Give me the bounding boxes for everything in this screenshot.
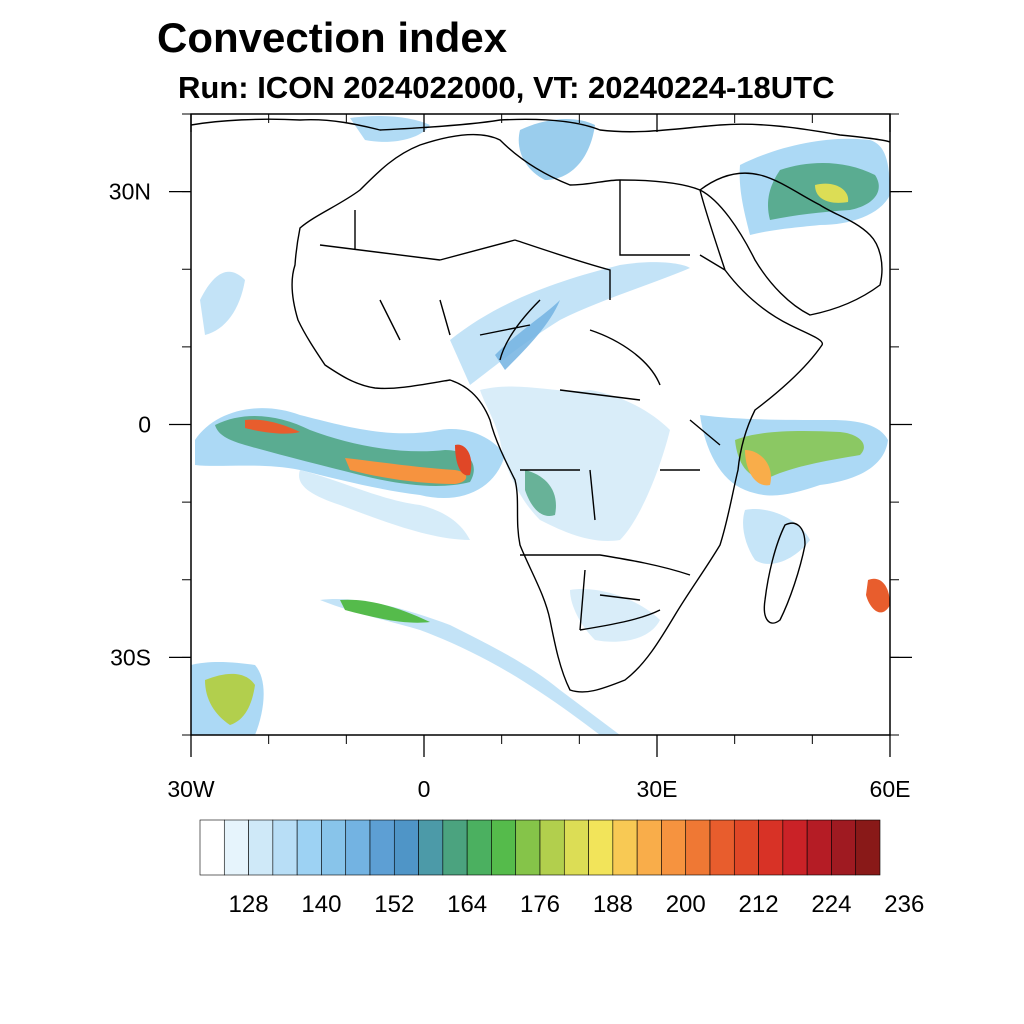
colorbar-swatch [515, 819, 541, 876]
field-atlantic-hot-3 [455, 444, 472, 476]
colorbar-swatch [491, 819, 517, 876]
y-tick-label: 30S [110, 644, 151, 670]
colorbar-tick-label: 188 [593, 891, 633, 918]
colorbar-swatch [369, 819, 395, 876]
colorbar-tick-label: 236 [884, 891, 924, 918]
colorbar-swatch [442, 819, 468, 876]
colorbar-tick-label: 164 [447, 891, 487, 918]
colorbar-tick-label: 200 [666, 891, 706, 918]
colorbar-swatch [782, 819, 808, 876]
field-east-africa-hot [745, 450, 771, 486]
colorbar-labels: 128 140 152 164 176 188 200 212 224 236 [229, 891, 925, 918]
field-mediterranean-2 [518, 118, 595, 180]
map-title: Convection index [157, 14, 508, 61]
map-subtitle: Run: ICON 2024022000, VT: 20240224-18UTC [178, 70, 835, 105]
colorbar-swatch [661, 819, 687, 876]
x-tick-label: 30W [167, 776, 215, 802]
coastline-arabia [698, 172, 883, 316]
field-east-reunion [866, 578, 890, 613]
field-canary [200, 271, 245, 335]
colorbar-swatch [272, 819, 298, 876]
coastline-africa [291, 133, 824, 693]
field-atlantic-hot-2 [245, 419, 300, 434]
y-tick-label: 0 [138, 412, 151, 438]
field-sw-cyclone-core [205, 673, 255, 725]
field-south-atlantic-streak [320, 599, 620, 735]
colorbar-tick-label: 152 [374, 891, 414, 918]
colorbar-swatch [223, 819, 249, 876]
coastline-madagascar [763, 522, 806, 624]
field-southern-africa [570, 589, 660, 642]
colorbar-swatch [612, 819, 638, 876]
colorbar-swatch [685, 819, 711, 876]
colorbar-swatch [636, 819, 662, 876]
colorbar-swatch [806, 819, 832, 876]
colorbar-swatch [466, 819, 492, 876]
x-tick-label: 30E [637, 776, 678, 802]
colorbar-swatch [418, 819, 444, 876]
colorbar [199, 819, 881, 876]
axis-ticks [169, 113, 912, 757]
coastlines [191, 118, 890, 693]
border-1 [319, 180, 726, 631]
colorbar-swatch [248, 819, 274, 876]
colorbar-tick-label: 128 [229, 891, 269, 918]
colorbar-tick-label: 212 [739, 891, 779, 918]
colorbar-tick-label: 224 [811, 891, 851, 918]
colorbar-swatch [539, 819, 565, 876]
colorbar-swatch [758, 819, 784, 876]
colorbar-swatch [296, 819, 322, 876]
colorbar-swatch [563, 819, 589, 876]
field-atlantic-lower [299, 470, 470, 540]
colorbar-tick-label: 176 [520, 891, 560, 918]
x-tick-label: 60E [870, 776, 911, 802]
y-tick-label: 30N [109, 179, 151, 205]
convection-field [191, 116, 890, 735]
field-central-green [525, 470, 556, 516]
coastline-europe [191, 118, 890, 143]
colorbar-swatch [709, 819, 735, 876]
colorbar-swatch [393, 819, 419, 876]
colorbar-swatch [855, 819, 881, 876]
field-central-africa [480, 386, 670, 541]
colorbar-swatch [199, 819, 225, 876]
colorbar-swatch [345, 819, 371, 876]
colorbar-swatch [321, 819, 347, 876]
field-middle-east-hot [815, 183, 849, 203]
field-sahel-streak-2 [495, 300, 560, 370]
field-south-atlantic-core [340, 599, 430, 623]
colorbar-tick-label: 140 [301, 891, 341, 918]
colorbar-swatch [831, 819, 857, 876]
x-tick-label: 0 [418, 776, 431, 802]
colorbar-swatch [733, 819, 759, 876]
colorbar-swatch [588, 819, 614, 876]
field-atlantic-hot-1 [345, 458, 467, 484]
axis-tick-labels: 30W 0 30E 60E 30N 0 30S [109, 179, 911, 802]
